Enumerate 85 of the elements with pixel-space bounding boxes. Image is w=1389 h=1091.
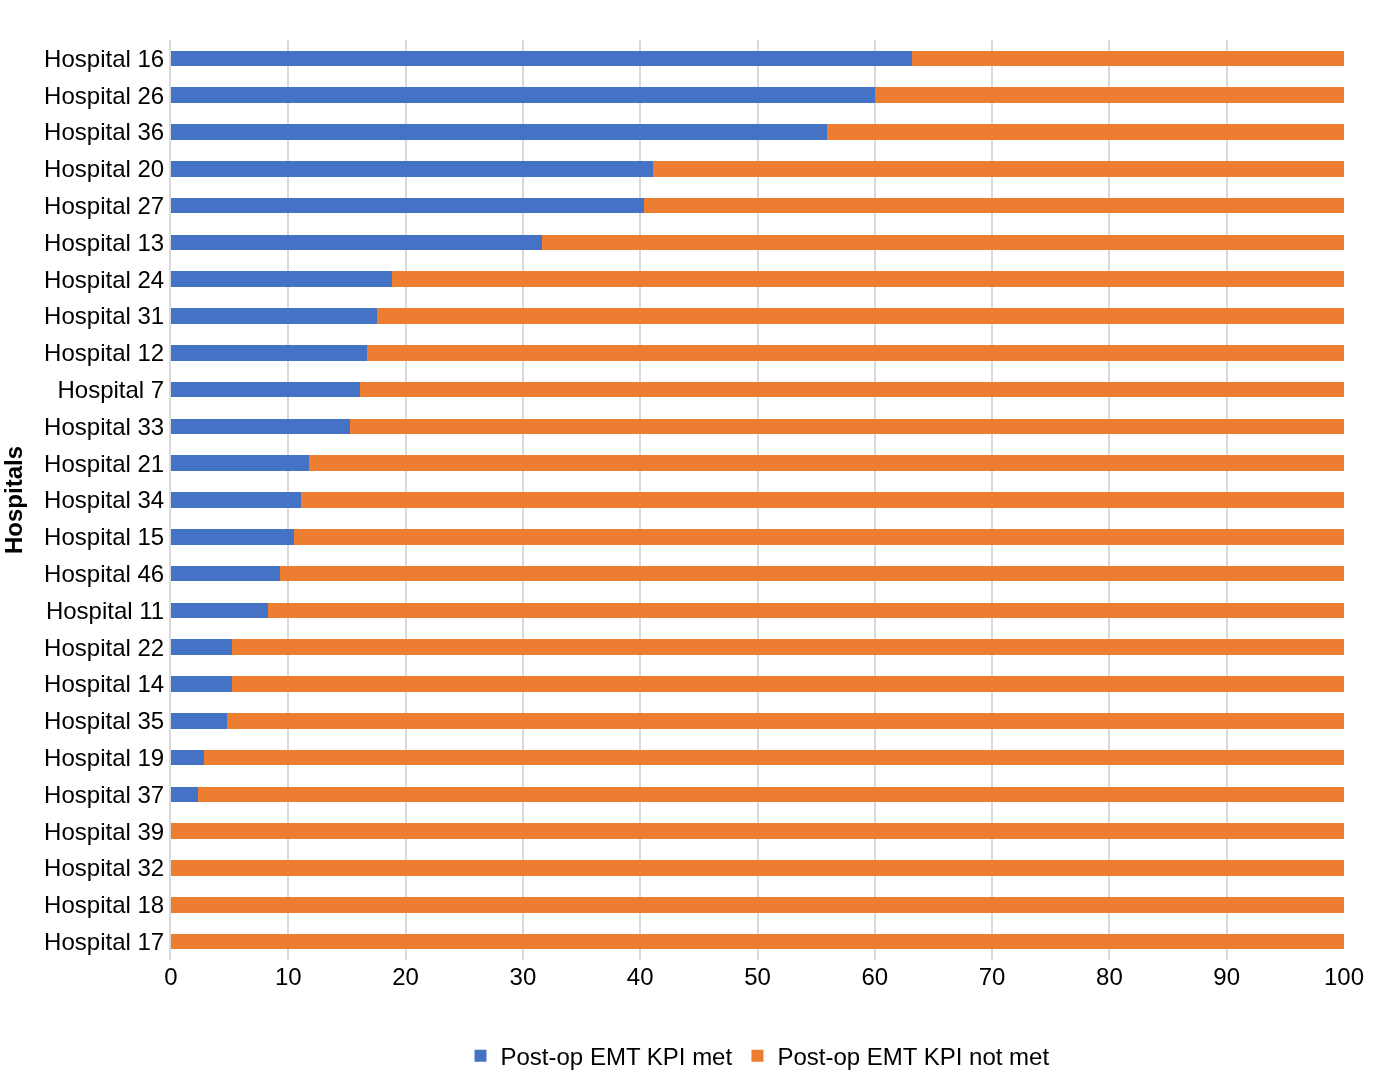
bar <box>377 308 1344 324</box>
bar <box>280 565 1344 582</box>
bar <box>171 860 1344 876</box>
bar <box>301 492 1344 508</box>
bar <box>171 418 351 435</box>
bar <box>826 124 1344 140</box>
x-tick-label: 20 <box>392 963 419 990</box>
bar <box>309 455 1344 471</box>
bar <box>171 529 295 545</box>
y-tick-label: Hospital 19 <box>44 744 165 771</box>
bar <box>912 50 1344 67</box>
y-tick-label: Hospital 7 <box>57 376 165 403</box>
y-tick-label: Hospital 33 <box>44 412 165 440</box>
bar <box>268 602 1344 619</box>
bar <box>171 565 281 582</box>
y-tick-label: Hospital 36 <box>44 118 165 146</box>
y-tick-label: Hospital 24 <box>44 265 165 293</box>
y-tick-label: Hospital 17 <box>44 928 165 955</box>
y-tick-label: Hospital 12 <box>44 339 165 367</box>
bar <box>171 161 654 177</box>
y-tick-label: Hospital 14 <box>44 670 165 698</box>
bar <box>171 933 1344 950</box>
bar <box>171 87 875 103</box>
legend-label: Post-op EMT KPI not met <box>777 1043 1050 1071</box>
bar <box>232 639 1344 655</box>
bar <box>227 713 1344 729</box>
y-tick-label: Hospital 37 <box>44 780 165 808</box>
x-tick-label: 80 <box>1096 963 1123 990</box>
bar <box>171 492 302 508</box>
bar <box>171 50 913 67</box>
bar <box>171 455 310 471</box>
x-tick-label: 40 <box>626 963 654 990</box>
bar <box>232 676 1344 692</box>
bar <box>171 713 228 729</box>
bar <box>171 124 827 140</box>
bar <box>391 271 1344 287</box>
bar <box>541 234 1344 251</box>
x-tick-label: 10 <box>274 963 302 990</box>
y-tick-label: Hospital 26 <box>44 81 165 109</box>
bar <box>171 749 204 766</box>
bar <box>359 381 1344 398</box>
x-tick-label: 70 <box>978 963 1006 990</box>
bar <box>171 381 360 398</box>
y-tick-label: Hospital 39 <box>44 817 165 845</box>
bar <box>203 749 1344 766</box>
bar <box>197 786 1344 803</box>
bar <box>171 345 367 361</box>
x-tick-label: 60 <box>861 963 889 990</box>
bar <box>350 418 1344 435</box>
y-tick-label: Hospital 34 <box>44 486 165 514</box>
bar <box>874 87 1344 103</box>
y-tick-label: Hospital 18 <box>44 891 165 919</box>
bar <box>294 529 1344 545</box>
y-axis-title: Hospitals <box>0 445 27 555</box>
y-tick-label: Hospital 13 <box>44 228 165 256</box>
bar <box>171 676 232 692</box>
y-tick-label: Hospital 22 <box>44 633 165 661</box>
y-tick-label: Hospital 35 <box>44 707 165 735</box>
bar <box>171 197 644 214</box>
bar <box>171 786 198 803</box>
bar <box>643 197 1344 214</box>
y-tick-label: Hospital 21 <box>44 449 165 477</box>
x-tick-label: 50 <box>744 963 771 990</box>
x-tick-label: 30 <box>509 963 537 990</box>
bar <box>653 161 1344 177</box>
x-tick-label: 90 <box>1213 963 1241 990</box>
y-tick-label: Hospital 16 <box>44 44 165 72</box>
y-tick-label: Hospital 11 <box>45 596 165 624</box>
y-tick-label: Hospital 32 <box>44 854 165 882</box>
bar <box>171 271 392 287</box>
legend-label: Post-op EMT KPI met <box>500 1043 733 1071</box>
bar <box>171 639 232 655</box>
y-tick-label: Hospital 27 <box>44 192 165 219</box>
bar <box>171 308 378 324</box>
x-tick-label: 100 <box>1323 963 1365 990</box>
y-tick-label: Hospital 15 <box>44 523 165 551</box>
y-tick-label: Hospital 31 <box>44 302 165 330</box>
bar <box>171 823 1344 839</box>
bar <box>171 897 1344 913</box>
bar <box>366 345 1344 361</box>
bar <box>171 602 269 619</box>
y-tick-label: Hospital 46 <box>44 560 165 587</box>
bar <box>171 234 542 251</box>
y-tick-label: Hospital 20 <box>44 155 165 183</box>
x-tick-label: 0 <box>164 963 178 990</box>
